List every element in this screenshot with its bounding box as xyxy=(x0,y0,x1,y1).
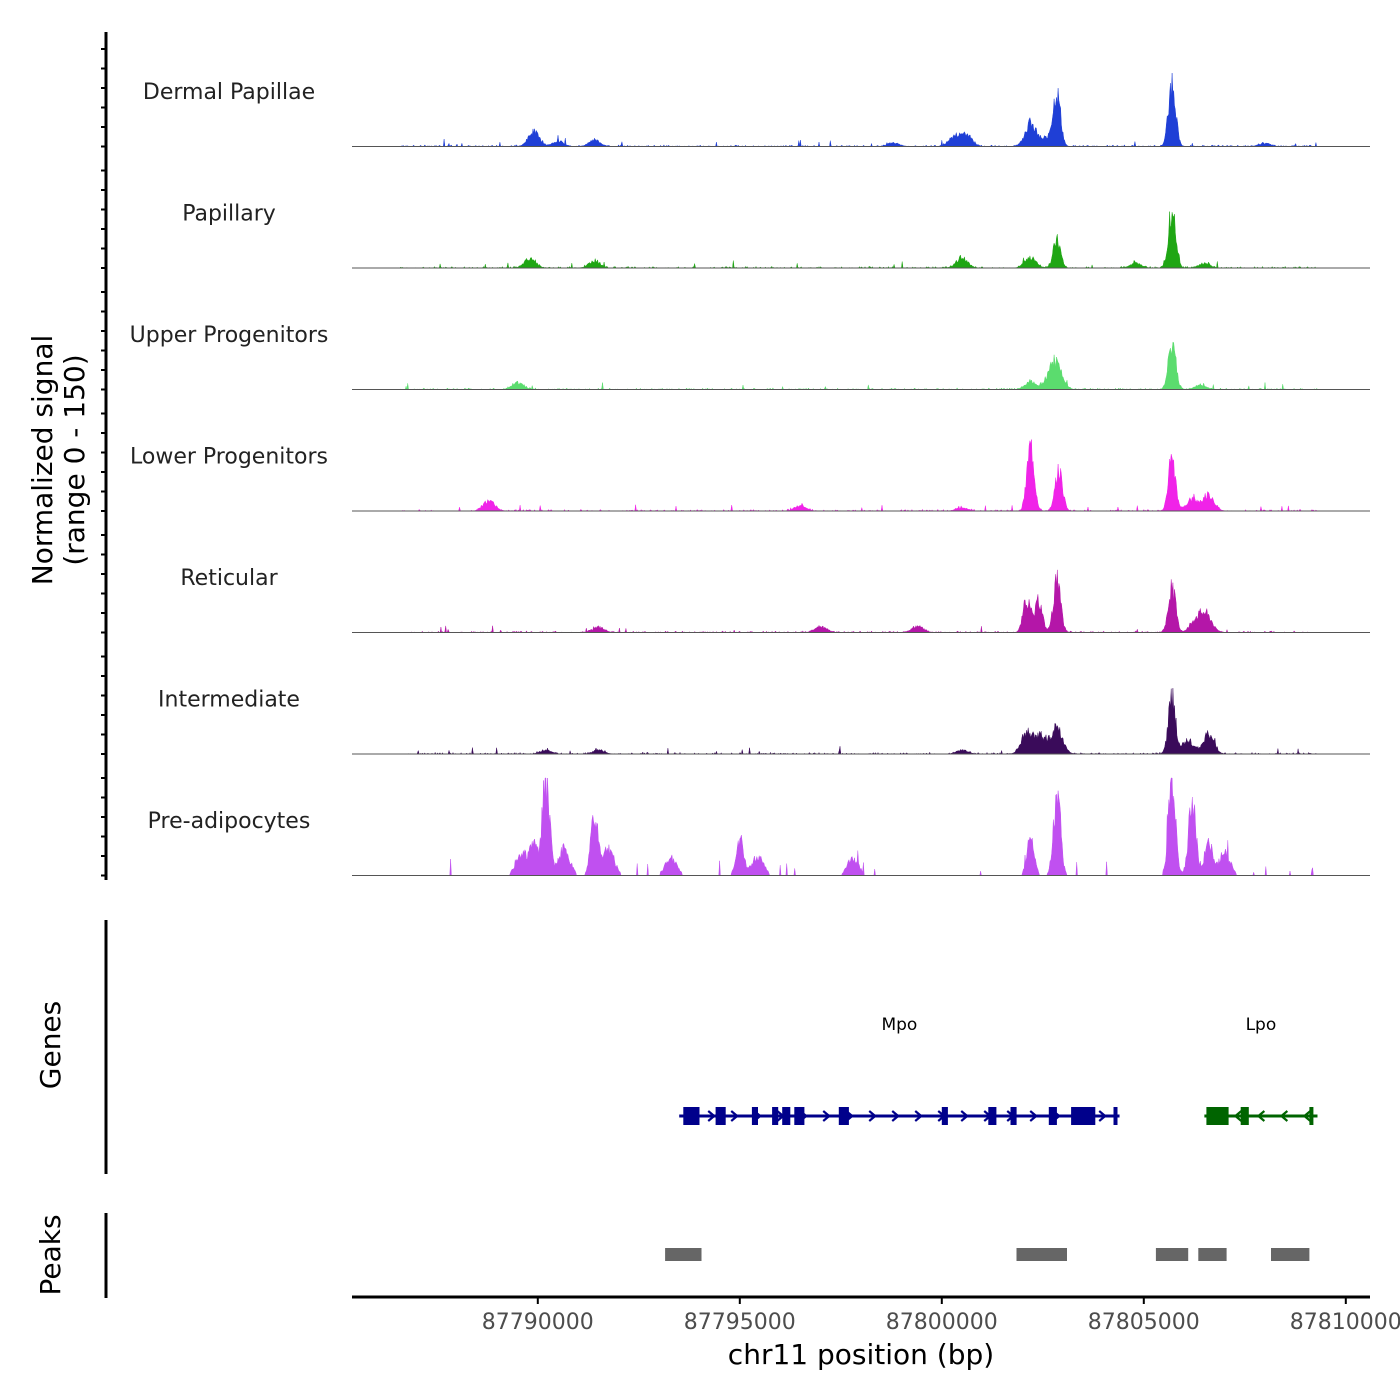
signal-area-intermediate xyxy=(400,688,1318,755)
exon xyxy=(683,1107,700,1125)
strand-arrow xyxy=(1256,1110,1266,1122)
x-tick-label: 87800000 xyxy=(886,1310,998,1335)
exon xyxy=(782,1107,791,1125)
exon xyxy=(988,1107,997,1125)
peaks-track xyxy=(665,1248,1310,1261)
track-pre-adipocytes: Pre-adipocytes xyxy=(148,777,1370,876)
peak-region xyxy=(1016,1248,1067,1261)
x-tick-label: 87790000 xyxy=(482,1310,594,1335)
peak-region xyxy=(1198,1248,1227,1261)
exon xyxy=(1071,1107,1096,1125)
y-axis-title: Normalized signal xyxy=(26,335,59,586)
exon xyxy=(772,1107,779,1125)
gene-label: Lpo xyxy=(1246,1015,1277,1035)
track-intermediate: Intermediate xyxy=(158,688,1370,755)
y-axis-subtitle: (range 0 - 150) xyxy=(58,354,91,565)
gene-label: Mpo xyxy=(881,1015,917,1035)
strand-arrow xyxy=(707,1110,716,1122)
exon xyxy=(1048,1107,1057,1125)
x-axis-ticks: 87790000 87795000 87800000 87805000 87810000 xyxy=(482,1297,1400,1335)
exon xyxy=(715,1107,726,1125)
peaks-track-title: Peaks xyxy=(34,1214,67,1295)
x-axis-title: chr11 position (bp) xyxy=(728,1338,994,1371)
peak-region xyxy=(1155,1248,1189,1261)
strand-arrow xyxy=(914,1110,923,1122)
signal-tracks: Dermal Papillae Papillary Upper Progenitor… xyxy=(130,73,1370,876)
peak-region xyxy=(665,1248,702,1261)
strand-arrow xyxy=(960,1110,969,1122)
track-dermal-papillae: Dermal Papillae xyxy=(143,73,1370,148)
track-label-papillary: Papillary xyxy=(182,202,276,227)
signal-area-upper-progenitors xyxy=(400,341,1318,391)
gene-mpo: Mpo xyxy=(679,1015,1120,1125)
strand-arrow xyxy=(1029,1110,1038,1122)
signal-area-lower-progenitors xyxy=(400,439,1318,512)
signal-area-dermal-papillae xyxy=(399,73,1318,148)
x-tick-label: 87810000 xyxy=(1290,1310,1400,1335)
x-tick-label: 87795000 xyxy=(684,1310,796,1335)
strand-arrow xyxy=(1233,1110,1243,1122)
strand-arrow xyxy=(891,1110,900,1122)
gene-lpo: Lpo xyxy=(1204,1015,1318,1125)
strand-arrow xyxy=(822,1110,831,1122)
strand-arrow xyxy=(868,1110,877,1122)
track-label-intermediate: Intermediate xyxy=(158,688,300,713)
strand-arrow xyxy=(1279,1110,1289,1122)
signal-area-reticular xyxy=(400,569,1318,634)
track-lower-progenitors: Lower Progenitors xyxy=(130,439,1370,512)
track-reticular: Reticular xyxy=(180,566,1370,634)
track-label-pre-adipocytes: Pre-adipocytes xyxy=(148,809,311,834)
signal-axis-ticks xyxy=(101,48,106,877)
exon xyxy=(794,1107,805,1125)
x-tick-label: 87805000 xyxy=(1088,1310,1200,1335)
track-upper-progenitors: Upper Progenitors xyxy=(130,323,1370,391)
peak-region xyxy=(1271,1248,1310,1261)
track-label-lower-progenitors: Lower Progenitors xyxy=(130,445,328,470)
exon xyxy=(751,1107,758,1125)
exon xyxy=(838,1107,849,1125)
genes-track: Mpo Lpo xyxy=(679,1015,1318,1125)
track-label-reticular: Reticular xyxy=(180,566,278,591)
track-label-upper-progenitors: Upper Progenitors xyxy=(130,323,329,348)
signal-area-papillary xyxy=(400,211,1318,269)
track-label-dermal-papillae: Dermal Papillae xyxy=(143,80,315,105)
signal-area-pre-adipocytes xyxy=(400,777,1318,876)
exon xyxy=(941,1107,948,1125)
strand-arrow xyxy=(1302,1110,1312,1122)
exon xyxy=(1113,1107,1118,1125)
track-papillary: Papillary xyxy=(182,202,1370,269)
exon xyxy=(1206,1107,1229,1125)
exon xyxy=(1309,1107,1314,1125)
strand-arrow xyxy=(1098,1110,1107,1122)
exon xyxy=(1010,1107,1017,1125)
genes-track-title: Genes xyxy=(34,1001,67,1089)
exon xyxy=(1240,1107,1249,1125)
strand-arrow xyxy=(730,1110,739,1122)
